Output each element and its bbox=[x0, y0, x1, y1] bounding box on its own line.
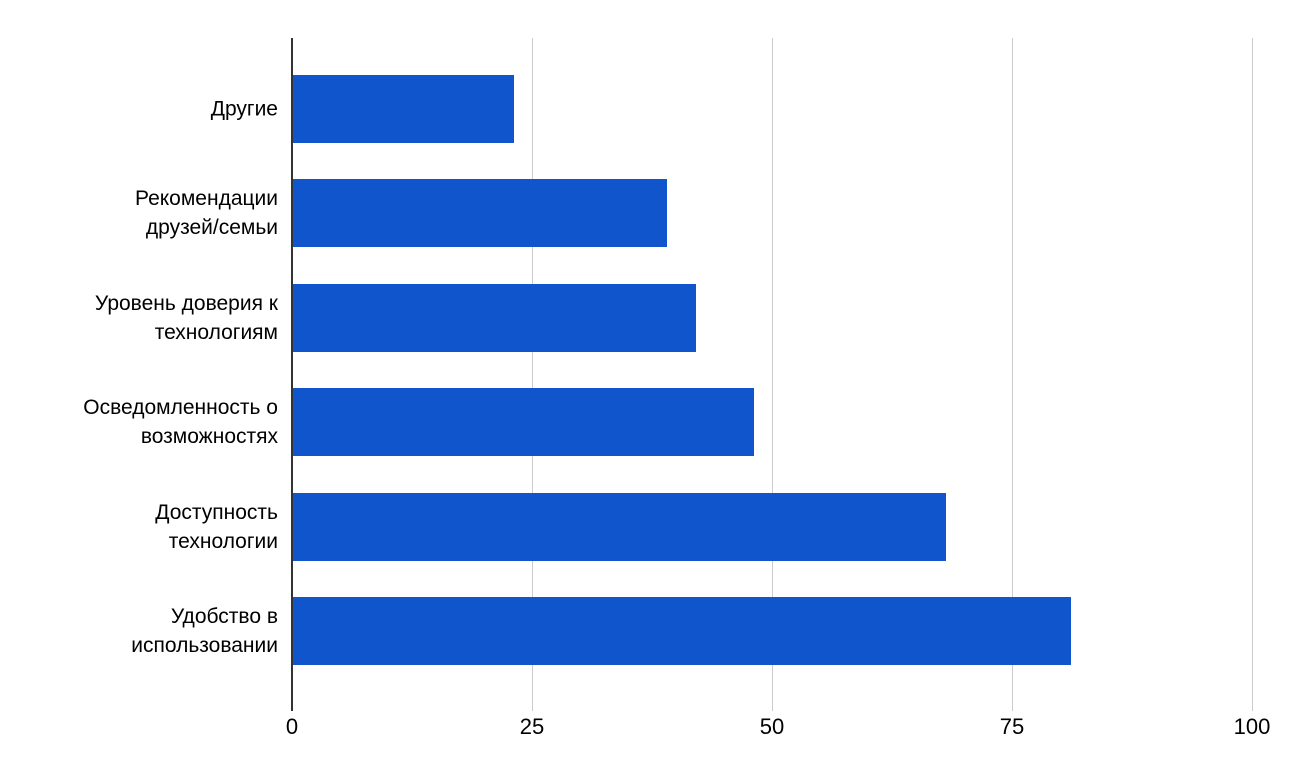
value-axis-tick-label: 50 bbox=[759, 714, 785, 739]
axis-tick-mark bbox=[772, 705, 773, 711]
category-label: Другие bbox=[210, 97, 278, 121]
bar-4 bbox=[293, 492, 946, 561]
bar-0 bbox=[293, 75, 514, 143]
value-axis-tick-label: 25 bbox=[519, 714, 545, 739]
value-axis-tick-label: 0 bbox=[285, 714, 299, 739]
zero-axis-line bbox=[291, 38, 293, 705]
bar-3 bbox=[293, 388, 754, 457]
gridline bbox=[532, 38, 533, 705]
category-label: Осведомленность о возможностях bbox=[83, 396, 278, 449]
axis-tick-mark bbox=[1012, 705, 1013, 711]
axis-tick-mark bbox=[291, 705, 293, 711]
category-label: Удобство в использовании bbox=[131, 605, 278, 657]
bar-1 bbox=[293, 179, 668, 248]
gridline bbox=[1252, 38, 1253, 705]
category-label: Рекомендации друзей/семьи bbox=[134, 187, 278, 240]
category-label: Уровень доверия к технологиям bbox=[94, 291, 278, 344]
value-axis-tick-label: 100 bbox=[1233, 714, 1271, 739]
category-label: Доступность технологии bbox=[155, 500, 278, 553]
axis-tick-mark bbox=[532, 705, 533, 711]
axis-tick-mark bbox=[1252, 705, 1253, 711]
gridline bbox=[1012, 38, 1013, 705]
gridline bbox=[772, 38, 773, 705]
value-axis-tick-label: 75 bbox=[999, 714, 1025, 739]
bar-5 bbox=[293, 597, 1071, 665]
bar-2 bbox=[293, 283, 697, 352]
